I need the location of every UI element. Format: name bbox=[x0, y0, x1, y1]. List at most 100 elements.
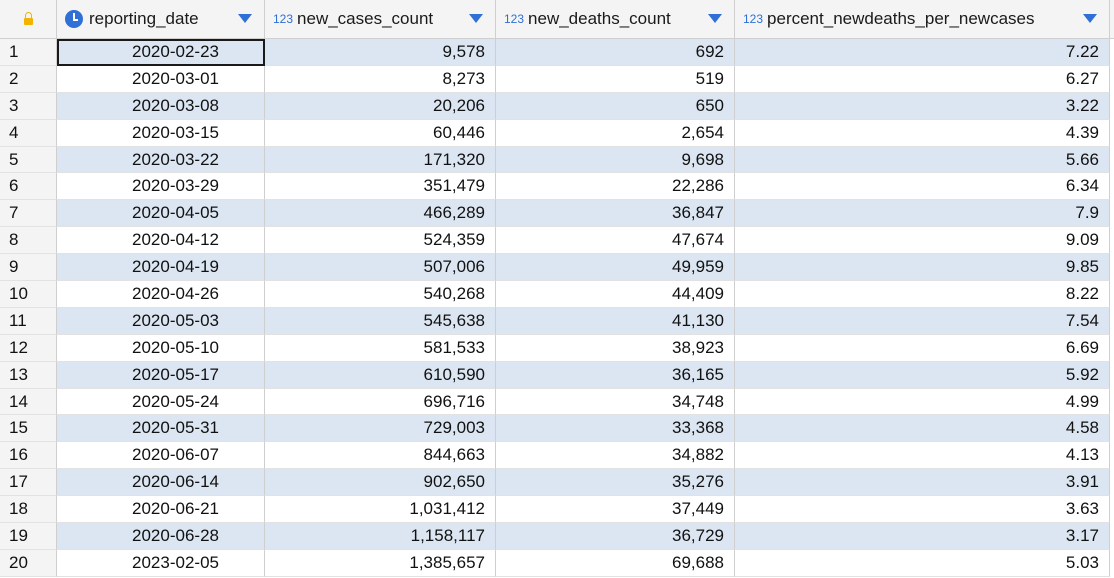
cell-new-deaths-count[interactable]: 22,286 bbox=[496, 173, 735, 201]
cell-new-deaths-count[interactable]: 519 bbox=[496, 65, 735, 93]
cell-percent-newdeaths[interactable]: 9.85 bbox=[735, 254, 1110, 282]
row-number-cell[interactable]: 2 bbox=[0, 65, 57, 93]
table-row[interactable]: 17 2020-06-14 902,650 35,276 3.91 bbox=[0, 469, 1114, 497]
cell-new-cases-count[interactable]: 696,716 bbox=[265, 388, 496, 416]
cell-reporting-date[interactable]: 2020-05-10 bbox=[57, 334, 265, 362]
cell-percent-newdeaths[interactable]: 4.39 bbox=[735, 119, 1110, 147]
row-number-cell[interactable]: 11 bbox=[0, 307, 57, 335]
table-row[interactable]: 13 2020-05-17 610,590 36,165 5.92 bbox=[0, 361, 1114, 389]
cell-reporting-date[interactable]: 2020-06-07 bbox=[57, 442, 265, 470]
cell-reporting-date[interactable]: 2020-04-12 bbox=[57, 227, 265, 255]
cell-new-cases-count[interactable]: 1,158,117 bbox=[265, 523, 496, 550]
cell-reporting-date[interactable]: 2020-04-05 bbox=[57, 200, 265, 228]
cell-new-cases-count[interactable]: 20,206 bbox=[265, 92, 496, 120]
column-header-new-deaths-count[interactable]: 123 new_deaths_count bbox=[496, 0, 735, 38]
table-row[interactable]: 20 2023-02-05 1,385,657 69,688 5.03 bbox=[0, 549, 1114, 577]
cell-new-cases-count[interactable]: 60,446 bbox=[265, 119, 496, 147]
cell-new-cases-count[interactable]: 844,663 bbox=[265, 442, 496, 470]
cell-new-cases-count[interactable]: 466,289 bbox=[265, 200, 496, 228]
row-number-cell[interactable]: 14 bbox=[0, 388, 57, 416]
cell-reporting-date[interactable]: 2020-05-17 bbox=[57, 361, 265, 389]
cell-new-cases-count[interactable]: 902,650 bbox=[265, 469, 496, 497]
row-number-cell[interactable]: 1 bbox=[0, 39, 57, 66]
cell-new-deaths-count[interactable]: 692 bbox=[496, 39, 735, 66]
table-row[interactable]: 10 2020-04-26 540,268 44,409 8.22 bbox=[0, 281, 1114, 308]
cell-new-deaths-count[interactable]: 38,923 bbox=[496, 334, 735, 362]
cell-new-deaths-count[interactable]: 33,368 bbox=[496, 415, 735, 443]
cell-new-deaths-count[interactable]: 37,449 bbox=[496, 496, 735, 524]
cell-percent-newdeaths[interactable]: 3.17 bbox=[735, 523, 1110, 550]
cell-reporting-date[interactable]: 2020-03-15 bbox=[57, 119, 265, 147]
row-number-cell[interactable]: 7 bbox=[0, 200, 57, 228]
cell-new-deaths-count[interactable]: 650 bbox=[496, 92, 735, 120]
cell-reporting-date[interactable]: 2020-06-28 bbox=[57, 523, 265, 550]
cell-reporting-date[interactable]: 2020-04-26 bbox=[57, 281, 265, 308]
cell-reporting-date[interactable]: 2020-03-08 bbox=[57, 92, 265, 120]
row-number-cell[interactable]: 9 bbox=[0, 254, 57, 282]
table-row[interactable]: 12 2020-05-10 581,533 38,923 6.69 bbox=[0, 334, 1114, 362]
cell-percent-newdeaths[interactable]: 3.63 bbox=[735, 496, 1110, 524]
cell-new-cases-count[interactable]: 524,359 bbox=[265, 227, 496, 255]
cell-percent-newdeaths[interactable]: 6.27 bbox=[735, 65, 1110, 93]
column-header-new-cases-count[interactable]: 123 new_cases_count bbox=[265, 0, 496, 38]
table-row[interactable]: 16 2020-06-07 844,663 34,882 4.13 bbox=[0, 442, 1114, 470]
cell-new-deaths-count[interactable]: 35,276 bbox=[496, 469, 735, 497]
table-row[interactable]: 6 2020-03-29 351,479 22,286 6.34 bbox=[0, 173, 1114, 201]
cell-new-cases-count[interactable]: 1,385,657 bbox=[265, 549, 496, 577]
column-header-reporting-date[interactable]: reporting_date bbox=[57, 0, 265, 38]
row-number-cell[interactable]: 18 bbox=[0, 496, 57, 524]
cell-percent-newdeaths[interactable]: 4.99 bbox=[735, 388, 1110, 416]
cell-percent-newdeaths[interactable]: 7.9 bbox=[735, 200, 1110, 228]
row-number-cell[interactable]: 12 bbox=[0, 334, 57, 362]
table-row[interactable]: 14 2020-05-24 696,716 34,748 4.99 bbox=[0, 388, 1114, 416]
table-row[interactable]: 11 2020-05-03 545,638 41,130 7.54 bbox=[0, 307, 1114, 335]
cell-percent-newdeaths[interactable]: 3.91 bbox=[735, 469, 1110, 497]
row-number-header[interactable] bbox=[0, 0, 57, 38]
cell-new-deaths-count[interactable]: 47,674 bbox=[496, 227, 735, 255]
cell-reporting-date[interactable]: 2020-05-03 bbox=[57, 307, 265, 335]
cell-percent-newdeaths[interactable]: 6.34 bbox=[735, 173, 1110, 201]
sort-arrow-icon[interactable] bbox=[708, 14, 722, 23]
cell-reporting-date[interactable]: 2020-05-24 bbox=[57, 388, 265, 416]
table-row[interactable]: 7 2020-04-05 466,289 36,847 7.9 bbox=[0, 200, 1114, 228]
cell-new-deaths-count[interactable]: 36,729 bbox=[496, 523, 735, 550]
cell-reporting-date[interactable]: 2020-03-22 bbox=[57, 146, 265, 174]
cell-new-deaths-count[interactable]: 34,748 bbox=[496, 388, 735, 416]
cell-new-cases-count[interactable]: 507,006 bbox=[265, 254, 496, 282]
cell-new-cases-count[interactable]: 1,031,412 bbox=[265, 496, 496, 524]
cell-reporting-date[interactable]: 2020-06-21 bbox=[57, 496, 265, 524]
sort-arrow-icon[interactable] bbox=[469, 14, 483, 23]
cell-percent-newdeaths[interactable]: 7.22 bbox=[735, 39, 1110, 66]
cell-percent-newdeaths[interactable]: 5.03 bbox=[735, 549, 1110, 577]
cell-new-deaths-count[interactable]: 34,882 bbox=[496, 442, 735, 470]
row-number-cell[interactable]: 3 bbox=[0, 92, 57, 120]
row-number-cell[interactable]: 13 bbox=[0, 361, 57, 389]
table-row[interactable]: 5 2020-03-22 171,320 9,698 5.66 bbox=[0, 146, 1114, 174]
row-number-cell[interactable]: 4 bbox=[0, 119, 57, 147]
cell-new-cases-count[interactable]: 610,590 bbox=[265, 361, 496, 389]
cell-percent-newdeaths[interactable]: 7.54 bbox=[735, 307, 1110, 335]
cell-new-cases-count[interactable]: 9,578 bbox=[265, 39, 496, 66]
table-row[interactable]: 4 2020-03-15 60,446 2,654 4.39 bbox=[0, 119, 1114, 147]
cell-reporting-date[interactable]: 2020-06-14 bbox=[57, 469, 265, 497]
row-number-cell[interactable]: 17 bbox=[0, 469, 57, 497]
cell-reporting-date[interactable]: 2020-03-29 bbox=[57, 173, 265, 201]
cell-new-deaths-count[interactable]: 41,130 bbox=[496, 307, 735, 335]
cell-new-deaths-count[interactable]: 36,165 bbox=[496, 361, 735, 389]
table-row[interactable]: 2 2020-03-01 8,273 519 6.27 bbox=[0, 65, 1114, 93]
cell-percent-newdeaths[interactable]: 9.09 bbox=[735, 227, 1110, 255]
row-number-cell[interactable]: 15 bbox=[0, 415, 57, 443]
table-row[interactable]: 1 2020-02-23 9,578 692 7.22 bbox=[0, 39, 1114, 66]
table-row[interactable]: 8 2020-04-12 524,359 47,674 9.09 bbox=[0, 227, 1114, 255]
cell-percent-newdeaths[interactable]: 5.92 bbox=[735, 361, 1110, 389]
cell-new-deaths-count[interactable]: 44,409 bbox=[496, 281, 735, 308]
cell-new-cases-count[interactable]: 729,003 bbox=[265, 415, 496, 443]
column-header-percent-newdeaths[interactable]: 123 percent_newdeaths_per_newcases bbox=[735, 0, 1110, 38]
row-number-cell[interactable]: 6 bbox=[0, 173, 57, 201]
cell-new-deaths-count[interactable]: 2,654 bbox=[496, 119, 735, 147]
row-number-cell[interactable]: 19 bbox=[0, 523, 57, 550]
cell-reporting-date[interactable]: 2023-02-05 bbox=[57, 549, 265, 577]
cell-new-deaths-count[interactable]: 36,847 bbox=[496, 200, 735, 228]
cell-new-deaths-count[interactable]: 69,688 bbox=[496, 549, 735, 577]
row-number-cell[interactable]: 20 bbox=[0, 549, 57, 577]
